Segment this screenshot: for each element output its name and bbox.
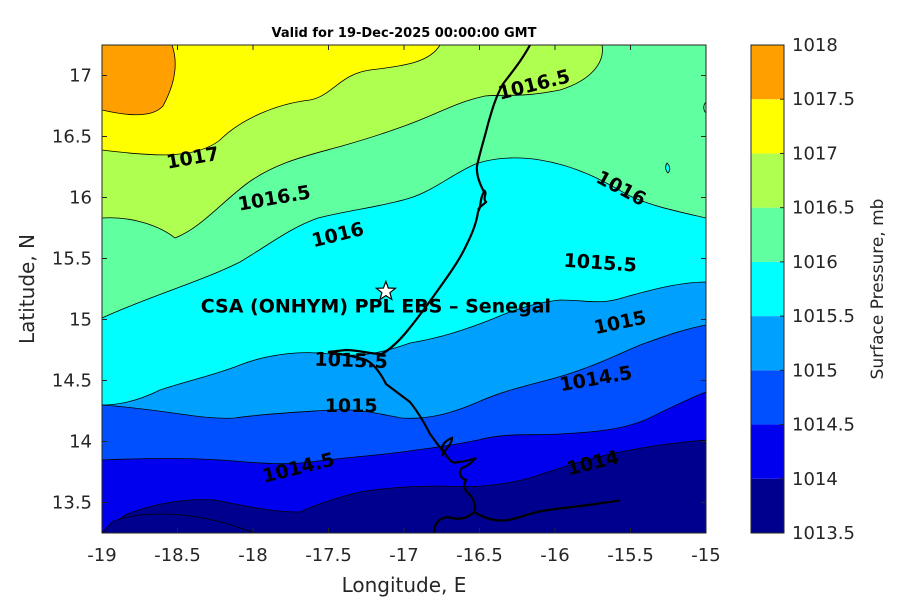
colorbar-segment <box>751 207 784 262</box>
colorbar-segment <box>751 370 784 425</box>
colorbar-segment <box>751 153 784 208</box>
band-1017-5-to-1018 <box>102 45 176 116</box>
station-label: CSA (ONHYM) PPL EBS – Senegal <box>201 295 551 317</box>
contour-label: 1015.5 <box>314 348 388 373</box>
x-axis: -19 -18.5 -18 -17.5 -17 -16.5 -16 -15.5 -15 <box>87 45 721 566</box>
band-1017-to-1017-5 <box>102 45 441 156</box>
colorbar-segment <box>751 478 784 533</box>
colorbar-tick-label: 1017.5 <box>792 89 855 110</box>
x-tick-label: -17.5 <box>305 545 352 566</box>
gambia-river-border <box>440 436 621 522</box>
y-tick-label: 16 <box>69 188 92 209</box>
x-tick-label: -16 <box>540 545 569 566</box>
gambia-border <box>432 451 477 533</box>
x-tick-label: -18 <box>238 545 267 566</box>
band-1015-5-islet <box>665 162 671 174</box>
y-tick-label: 16.5 <box>52 127 92 148</box>
x-tick-label: -17 <box>389 545 418 566</box>
colorbar-tick-label: 1014.5 <box>792 415 855 436</box>
y-axis-label: Latitude, N <box>15 234 39 344</box>
colorbar-tick-label: 1016 <box>792 252 838 273</box>
colorbar: 1013.5 1014 1014.5 1015 1015.5 1016 1016.5 1017… <box>750 35 855 544</box>
colorbar-segment <box>751 45 784 100</box>
y-tick-label: 13.5 <box>52 493 92 514</box>
y-tick-label: 14.5 <box>52 371 92 392</box>
x-tick-label: -15.5 <box>607 545 654 566</box>
y-tick-label: 17 <box>69 66 92 87</box>
y-tick-label: 15.5 <box>52 249 92 270</box>
contour-label: 1015.5 <box>563 250 638 277</box>
colorbar-segment <box>751 316 784 371</box>
colorbar-segment <box>751 261 784 317</box>
contour-plot-area <box>102 45 706 533</box>
station-star-icon[interactable] <box>374 279 398 301</box>
colorbar-tick-label: 1013.5 <box>792 523 855 544</box>
colorbar-frame <box>750 44 785 534</box>
x-tick-label: -18.5 <box>154 545 201 566</box>
marker-layer: CSA (ONHYM) PPL EBS – Senegal <box>201 279 551 317</box>
y-tick-label: 15 <box>69 310 92 331</box>
colorbar-tick-label: 1018 <box>792 35 838 56</box>
x-tick-label: -16.5 <box>456 545 503 566</box>
y-tick-label: 14 <box>69 432 92 453</box>
band-1013-5-closed <box>102 513 256 533</box>
map-title: Valid for 19-Dec-2025 00:00:00 GMT <box>272 26 537 41</box>
x-tick-label: -15 <box>691 545 720 566</box>
colorbar-tick-label: 1014 <box>792 469 838 490</box>
colorbar-label: Surface Pressure, mb <box>868 199 888 380</box>
colorbar-tick-label: 1015 <box>792 360 838 381</box>
colorbar-tick-label: 1015.5 <box>792 306 855 327</box>
northern-border-wiggle <box>477 189 488 211</box>
y-axis: 13.5 14 14.5 15 15.5 16 16.5 17 <box>52 66 706 514</box>
coastline-senegal-river <box>327 45 531 453</box>
contour-label: 1015 <box>325 395 378 417</box>
x-tick-label: -19 <box>87 545 116 566</box>
colorbar-segment <box>751 99 784 154</box>
x-axis-label: Longitude, E <box>342 573 467 597</box>
colorbar-tick-label: 1017 <box>792 143 838 164</box>
colorbar-segment <box>751 424 784 479</box>
colorbar-tick-label: 1016.5 <box>792 198 855 219</box>
